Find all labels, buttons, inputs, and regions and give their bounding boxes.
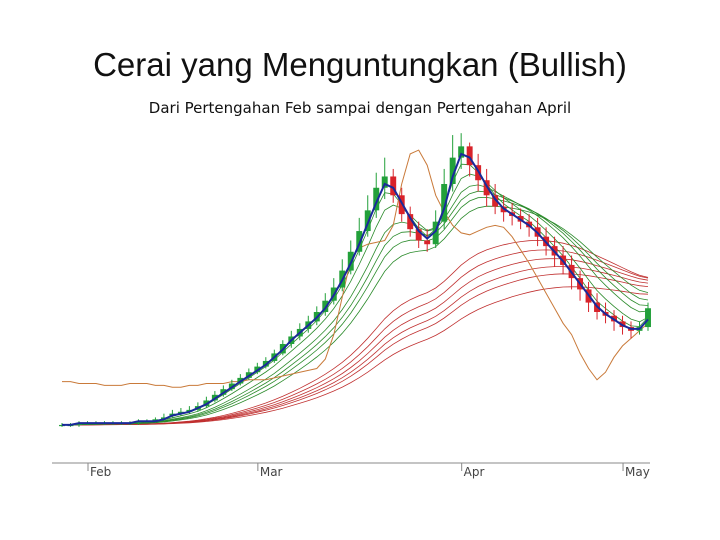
page-title: Cerai yang Menguntungkan (Bullish): [93, 46, 627, 83]
candle-down: [415, 229, 422, 241]
short-ema-line: [62, 152, 649, 426]
short-ema-group: [62, 152, 649, 426]
x-axis: Feb Mar Apr May: [52, 462, 650, 479]
candle-up: [381, 176, 388, 188]
long-ma-line: [62, 273, 649, 426]
candle-up: [441, 184, 448, 222]
long-ma-line: [62, 286, 649, 426]
candle-up: [645, 308, 651, 328]
x-tick-label: Mar: [260, 465, 283, 479]
chart-subtitle: Dari Pertengahan Feb sampai dengan Perte…: [148, 99, 572, 117]
x-tick-label: May: [625, 465, 650, 479]
candle-up: [449, 157, 456, 184]
long-ma-line: [62, 258, 649, 426]
x-tick-label: Feb: [90, 465, 111, 479]
long-ma-line: [62, 249, 649, 426]
long-ma-line: [62, 266, 649, 426]
short-ma-line: [62, 184, 649, 426]
candle-down: [407, 214, 414, 230]
candle-up: [364, 210, 371, 232]
candle-up: [373, 187, 380, 211]
short-ma-line: [62, 196, 649, 426]
short-ma-line: [62, 205, 649, 426]
candle-down: [492, 195, 499, 207]
candle-up: [432, 221, 439, 245]
candle-up: [322, 300, 329, 312]
candle-down: [466, 146, 473, 166]
short-ma-line: [62, 163, 649, 426]
candle-down: [424, 240, 431, 245]
candle-up: [458, 146, 465, 158]
ma-ribbons: [62, 163, 649, 426]
long-ma-line: [62, 239, 649, 426]
candles: [59, 133, 651, 427]
candle-down: [390, 176, 397, 196]
x-tick-label: Apr: [464, 465, 485, 479]
short-ma-line: [62, 173, 649, 426]
candle-up: [356, 231, 363, 252]
short-ma-line: [62, 190, 649, 426]
